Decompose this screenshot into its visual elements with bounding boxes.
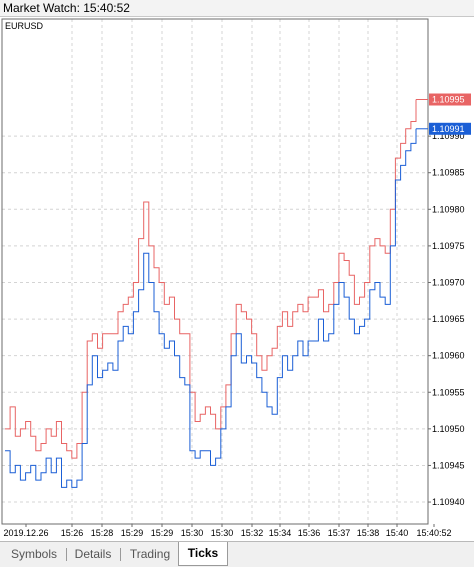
x-axis: 2019.12.26 15:26 15:28 15:29 15:29 15:30 15:30… xyxy=(3,524,452,538)
title-bar[interactable]: Market Watch: 15:40:52 xyxy=(0,0,474,17)
plot-frame xyxy=(1,18,429,525)
x-tick-label: 15:40 xyxy=(386,528,409,538)
x-tick-label: 15:28 xyxy=(91,528,114,538)
x-tick-label: 15:34 xyxy=(269,528,292,538)
x-tick-label: 15:32 xyxy=(241,528,264,538)
y-tick-label: 1.10975 xyxy=(432,241,465,251)
y-tick-label: 1.10970 xyxy=(432,277,465,287)
x-tick-label: 15:36 xyxy=(298,528,321,538)
y-tick-label: 1.10980 xyxy=(432,204,465,214)
tab-details[interactable]: Details xyxy=(74,547,112,561)
x-tick-label: 15:40:52 xyxy=(416,528,451,538)
y-tick-label: 1.10945 xyxy=(432,460,465,470)
tab-trading[interactable]: Trading xyxy=(129,547,171,561)
y-tick-label: 1.10955 xyxy=(432,387,465,397)
bid-price-badge-box xyxy=(429,122,471,135)
tab-symbols[interactable]: Symbols xyxy=(10,547,57,561)
ask-line xyxy=(5,99,417,459)
x-tick-label: 15:30 xyxy=(211,528,234,538)
price-badges: 1.10995 1.10991 xyxy=(429,93,471,135)
tick-chart-svg: EURUSD 1.109901.109851.109801.109751.109… xyxy=(0,17,474,540)
y-tick-label: 1.10985 xyxy=(432,168,465,178)
chart-symbol-label: EURUSD xyxy=(5,21,44,31)
chart-background xyxy=(0,17,474,540)
window-title: Market Watch: 15:40:52 xyxy=(3,1,130,15)
chart-grid xyxy=(2,19,428,524)
tick-chart[interactable]: EURUSD 1.10990 1.10985 1.10980 1.10975 1.109… xyxy=(0,17,474,540)
x-tick-label: 2019.12.26 xyxy=(3,528,48,538)
y-tick-label: 1.10960 xyxy=(432,351,465,361)
y-tick-label: 1.10965 xyxy=(432,314,465,324)
x-tick-label: 15:30 xyxy=(181,528,204,538)
y-tick-label: 1.10940 xyxy=(432,497,465,507)
x-tick-label: 15:29 xyxy=(151,528,174,538)
tab-separator xyxy=(120,548,121,561)
y-tick-label: 1.10990 xyxy=(432,131,465,141)
tab-separator xyxy=(66,548,67,561)
y-axis: 1.10990 1.10985 1.10980 1.10975 1.10970 1.109… xyxy=(428,131,465,507)
y-tick-label: 1.10950 xyxy=(432,424,465,434)
tab-ticks[interactable]: Ticks xyxy=(178,542,228,566)
bid-price-badge: 1.10991 xyxy=(432,124,465,134)
series-layer xyxy=(5,99,428,488)
x-tick-label: 15:38 xyxy=(357,528,380,538)
x-tick-label: 15:29 xyxy=(121,528,144,538)
ask-price-badge: 1.10995 xyxy=(432,95,465,105)
ask-price-badge-box xyxy=(429,93,471,106)
x-tick-label: 15:26 xyxy=(61,528,84,538)
bid-line xyxy=(5,128,417,488)
tab-bar: Symbols Details Trading Ticks xyxy=(0,541,474,567)
x-tick-label: 15:37 xyxy=(328,528,351,538)
